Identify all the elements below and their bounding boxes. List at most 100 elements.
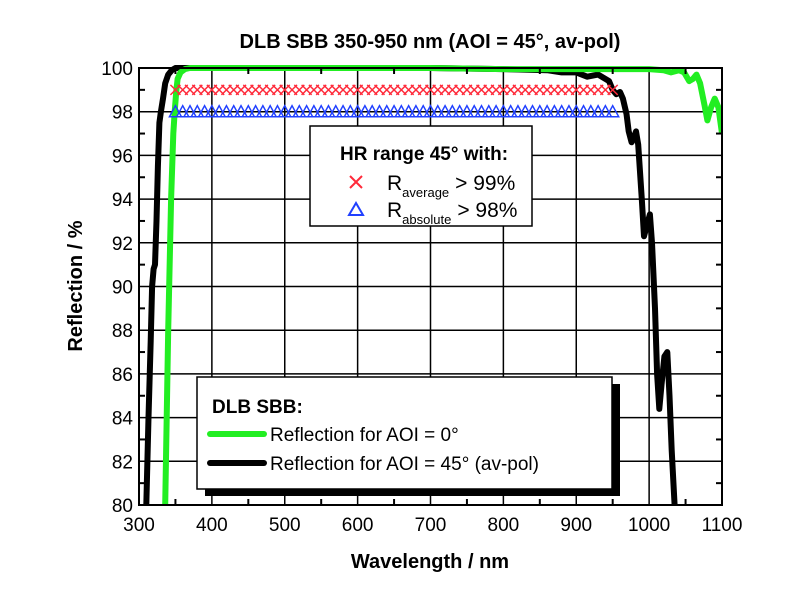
triangle-marker — [415, 104, 431, 118]
triangle-marker — [445, 104, 460, 118]
y-tick-label: 80 — [112, 496, 133, 517]
triangle-marker — [554, 104, 569, 118]
triangle-marker — [313, 104, 329, 118]
triangle-marker — [590, 104, 606, 118]
triangle-marker — [437, 104, 453, 118]
triangle-marker — [379, 104, 395, 118]
main-legend: DLB SBB: Reflection for AOI = 0° Reflect… — [196, 376, 620, 496]
main-legend-box — [196, 376, 613, 490]
triangle-marker — [452, 104, 467, 118]
triangle-marker — [219, 104, 234, 118]
hr-legend: HR range 45° with: Raverage > 99% Rabsolu… — [309, 125, 533, 227]
y-tick-label: 94 — [112, 190, 134, 211]
triangle-marker — [430, 104, 446, 118]
x-tick-label: 600 — [342, 515, 374, 536]
triangle-marker — [459, 104, 475, 118]
x-tick-label: 300 — [123, 515, 155, 536]
plot-frame — [138, 67, 723, 506]
triangle-marker — [277, 104, 293, 118]
triangle-marker — [532, 104, 548, 118]
triangle-marker — [598, 104, 613, 118]
triangle-marker-icon — [347, 201, 365, 216]
triangle-marker — [561, 104, 577, 118]
y-tick-label: 98 — [112, 103, 133, 124]
y-tick-label: 84 — [112, 409, 134, 430]
triangle-marker — [408, 104, 424, 118]
x-marker-icon — [349, 175, 363, 189]
triangle-marker — [525, 104, 540, 118]
triangle-marker — [547, 104, 562, 118]
triangle-marker — [197, 104, 212, 118]
triangle-marker — [284, 104, 300, 118]
triangle-marker — [466, 104, 482, 118]
triangle-marker — [204, 104, 220, 118]
triangle-marker — [503, 104, 518, 118]
triangle-marker — [568, 104, 584, 118]
x-tick-label: 400 — [196, 515, 228, 536]
triangle-marker — [343, 104, 358, 118]
triangle-marker — [539, 104, 555, 118]
x-tick-label: 1100 — [702, 515, 743, 536]
triangle-marker — [299, 104, 314, 118]
y-tick-label: 82 — [112, 452, 133, 473]
triangle-marker — [364, 104, 380, 118]
triangle-marker — [350, 104, 365, 118]
triangle-marker — [394, 104, 409, 118]
triangle-marker — [306, 104, 322, 118]
triangle-marker — [401, 104, 416, 118]
hr-legend-box — [309, 125, 533, 227]
triangle-marker — [168, 104, 183, 118]
y-tick-label: 86 — [112, 365, 133, 386]
y-tick-label: 92 — [112, 234, 133, 255]
triangle-marker — [481, 104, 497, 118]
y-axis-label: Reflection / % — [65, 220, 87, 351]
triangle-marker — [233, 104, 249, 118]
x-tick-label: 700 — [415, 515, 447, 536]
hr-legend-entry-absolute: Rabsolute > 98% — [387, 199, 517, 227]
triangle-marker — [248, 104, 263, 118]
x-tick-label: 800 — [488, 515, 520, 536]
triangle-marker — [211, 104, 227, 118]
triangle-marker — [605, 104, 620, 118]
triangle-marker — [328, 104, 344, 118]
ticks: 300 400 500 600 700 800 900 1000 1100 80 82 84 86 88 9… — [101, 59, 742, 536]
y-tick-label: 96 — [112, 146, 133, 167]
triangle-marker — [576, 104, 591, 118]
x-axis-label: Wavelength / nm — [351, 551, 509, 573]
triangle-marker — [372, 104, 387, 118]
triangle-marker — [262, 104, 278, 118]
triangle-marker — [386, 104, 402, 118]
triangle-marker — [226, 104, 242, 118]
triangle-marker — [517, 104, 533, 118]
series-line-aoi45 — [143, 65, 678, 505]
y-tick-label: 90 — [112, 278, 133, 299]
triangle-marker — [270, 104, 285, 118]
triangle-marker — [474, 104, 489, 118]
x-tick-label: 900 — [560, 515, 592, 536]
legend-label-aoi0: Reflection for AOI = 0° — [270, 425, 459, 446]
triangle-marker — [335, 104, 351, 118]
main-legend-title: DLB SBB: — [212, 397, 303, 418]
triangle-marker — [488, 104, 504, 118]
triangle-marker — [357, 104, 373, 118]
y-tick-label: 88 — [112, 321, 133, 342]
legend-label-aoi45: Reflection for AOI = 45° (av-pol) — [270, 454, 539, 475]
triangle-marker — [423, 104, 438, 118]
x-tick-label: 500 — [269, 515, 301, 536]
triangle-marker — [175, 104, 190, 118]
hr-legend-title: HR range 45° with: — [340, 144, 508, 165]
triangle-marker — [182, 104, 198, 118]
triangle-marker — [496, 104, 511, 118]
chart-title: DLB SBB 350-950 nm (AOI = 45°, av-pol) — [240, 31, 621, 53]
triangle-marker — [190, 104, 205, 118]
triangle-marker — [510, 104, 526, 118]
series-layer — [143, 65, 722, 505]
triangle-marker — [321, 104, 336, 118]
triangle-marker — [255, 104, 271, 118]
x-tick-label: 1000 — [628, 515, 670, 536]
triangle-marker — [583, 104, 599, 118]
series-line-aoi0 — [162, 65, 722, 505]
x-marker — [607, 84, 619, 96]
hr-legend-entry-average: Raverage > 99% — [387, 172, 515, 200]
